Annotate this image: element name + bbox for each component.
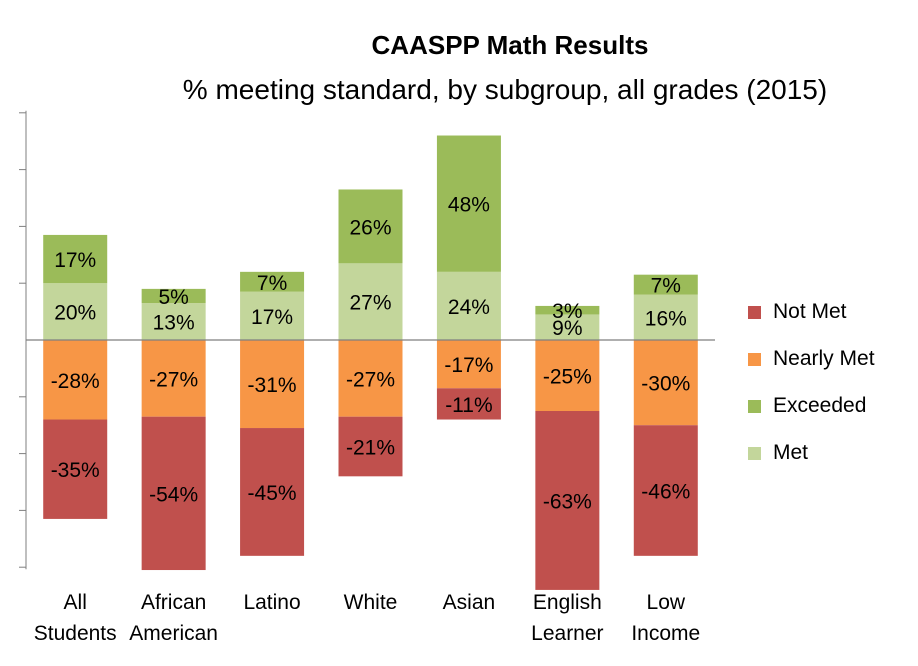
bar-segment xyxy=(535,305,600,315)
chart-subtitle: % meeting standard, by subgroup, all gra… xyxy=(182,74,828,105)
legend-item: Nearly Met xyxy=(748,347,908,371)
bar-segment xyxy=(535,340,600,411)
bar-segment xyxy=(436,271,501,340)
data-label: -11% xyxy=(445,394,492,417)
x-tick-label: Learner xyxy=(531,622,603,645)
bar-segment xyxy=(43,419,108,519)
data-label: -17% xyxy=(444,354,493,377)
bar-segment xyxy=(338,340,403,417)
data-label: 48% xyxy=(448,194,490,217)
data-label: -21% xyxy=(346,437,395,460)
data-label: 7% xyxy=(651,275,681,298)
bar-segment xyxy=(240,291,305,340)
bar-segment xyxy=(338,189,403,264)
legend-swatch xyxy=(748,305,761,319)
x-tick-label: English xyxy=(533,591,602,614)
data-label: -25% xyxy=(543,366,592,389)
legend-item: Exceeded xyxy=(748,394,908,418)
bar-segment xyxy=(633,425,698,556)
x-tick-label: Students xyxy=(34,622,117,645)
data-label: -35% xyxy=(51,459,100,482)
legend-label: Exceeded xyxy=(773,394,867,417)
data-label: -28% xyxy=(51,370,100,393)
bar-segment xyxy=(338,263,403,340)
legend-swatch xyxy=(748,399,761,413)
bar-segment xyxy=(535,314,600,340)
legend-item: Met xyxy=(748,441,908,465)
data-label: 17% xyxy=(54,249,96,272)
data-label: 17% xyxy=(251,306,293,329)
chart-title: CAASPP Math Results xyxy=(371,30,649,60)
bar-segment xyxy=(240,428,305,556)
bar-segment xyxy=(43,340,108,420)
bar-segment xyxy=(141,303,206,340)
bar-segment xyxy=(141,340,206,417)
x-tick-label: All xyxy=(64,591,87,614)
bar-segment xyxy=(43,283,108,340)
bar-segment xyxy=(633,294,698,340)
x-tick-label: Asian xyxy=(443,591,496,614)
data-label: 13% xyxy=(153,312,195,335)
data-label: 26% xyxy=(349,216,391,239)
x-tick-label: American xyxy=(129,622,218,645)
x-tick-label: Latino xyxy=(243,591,300,614)
data-label: -63% xyxy=(543,490,592,513)
data-label: -31% xyxy=(248,374,297,397)
bar-segment xyxy=(633,340,698,426)
data-label: -45% xyxy=(248,482,297,505)
legend-item: Not Met xyxy=(748,300,908,324)
data-label: -54% xyxy=(149,483,198,506)
legend-label: Not Met xyxy=(773,300,847,323)
bar-segment xyxy=(240,340,305,429)
data-label: -27% xyxy=(346,368,395,391)
bar-segment xyxy=(535,411,600,590)
legend-swatch xyxy=(748,446,761,460)
data-label: 9% xyxy=(552,317,582,340)
data-label: -30% xyxy=(641,373,690,396)
bar-segment xyxy=(338,416,403,477)
bar-segment xyxy=(436,135,501,272)
data-label: 5% xyxy=(158,286,188,309)
x-tick-label: White xyxy=(344,591,398,614)
data-label: -46% xyxy=(641,481,690,504)
x-tick-label: Low xyxy=(647,591,686,614)
legend-label: Met xyxy=(773,441,809,464)
data-label: 24% xyxy=(448,296,490,319)
bar-segment xyxy=(436,388,501,420)
bar-segment xyxy=(633,274,698,295)
bar-segment xyxy=(240,271,305,292)
data-label: -27% xyxy=(149,368,198,391)
data-label: 3% xyxy=(552,300,582,323)
bar-segment xyxy=(436,340,501,389)
data-label: 20% xyxy=(54,302,96,325)
legend-swatch xyxy=(748,352,761,366)
bar-segment xyxy=(141,288,206,304)
legend-label: Nearly Met xyxy=(773,347,875,370)
data-label: 27% xyxy=(349,292,391,315)
x-tick-label: African xyxy=(141,591,206,614)
bar-segment xyxy=(43,234,108,284)
data-label: 7% xyxy=(257,272,287,295)
x-tick-label: Income xyxy=(631,622,700,645)
bar-segment xyxy=(141,416,206,571)
data-label: 16% xyxy=(645,307,687,330)
